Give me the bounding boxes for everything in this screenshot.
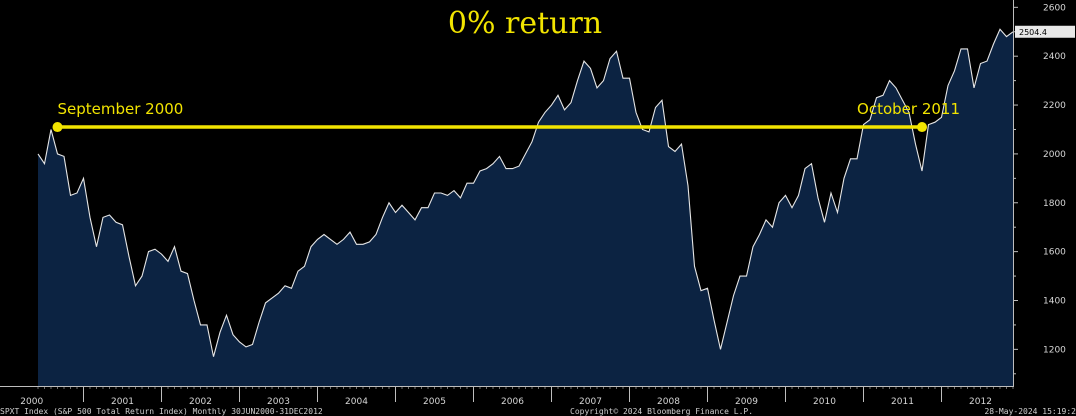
x-tick-label: 2002 <box>189 397 212 407</box>
annotation-layer: September 2000 October 2011 <box>52 100 960 133</box>
annotation-point-end <box>917 122 927 133</box>
y-tick-label: 1800 <box>1043 199 1066 209</box>
axis-layer: 1200 1400 1600 1800 2000 2200 2400 2600 2000 2001… <box>0 0 1075 407</box>
y-tick-label: 2200 <box>1043 101 1066 111</box>
x-tick-label: 2012 <box>969 397 992 407</box>
footer-copyright: Copyright© 2024 Bloomberg Finance L.P. <box>570 407 753 416</box>
x-tick-label: 2008 <box>657 397 680 407</box>
last-value-badge <box>1015 25 1075 38</box>
x-tick-label: 2005 <box>423 397 446 407</box>
area-layer <box>37 28 1014 387</box>
y-tick-label: 2000 <box>1043 150 1066 160</box>
annotation-label-start: September 2000 <box>58 100 184 118</box>
x-tick-label: 2010 <box>813 397 836 407</box>
series-line <box>37 28 1014 357</box>
footer-bar: SPXT Index (S&P 500 Total Return Index) … <box>0 407 1076 416</box>
x-tick-label: 2000 <box>20 397 43 407</box>
x-tick-label: 2001 <box>111 397 134 407</box>
x-tick-label: 2009 <box>735 397 758 407</box>
chart-title: 0% return <box>448 6 602 41</box>
y-tick-label: 1200 <box>1043 345 1066 355</box>
series-area-fill <box>38 29 1013 387</box>
x-tick-label: 2003 <box>267 397 290 407</box>
y-tick-label: 1400 <box>1043 296 1066 306</box>
y-tick-label: 1600 <box>1043 248 1066 258</box>
footer-source: SPXT Index (S&P 500 Total Return Index) … <box>0 407 323 416</box>
x-tick-label: 2007 <box>579 397 602 407</box>
y-tick-label: 2600 <box>1043 3 1066 13</box>
annotation-point-start <box>52 122 63 133</box>
annotation-label-end: October 2011 <box>857 100 960 118</box>
last-value-label: 2504.4 <box>1019 28 1047 37</box>
y-tick-label: 2400 <box>1043 52 1066 62</box>
x-tick-label: 2004 <box>345 397 368 407</box>
x-tick-label: 2006 <box>501 397 524 407</box>
footer-timestamp: 28-May-2024 15:19:2 <box>984 407 1076 416</box>
x-tick-label: 2011 <box>891 397 914 407</box>
